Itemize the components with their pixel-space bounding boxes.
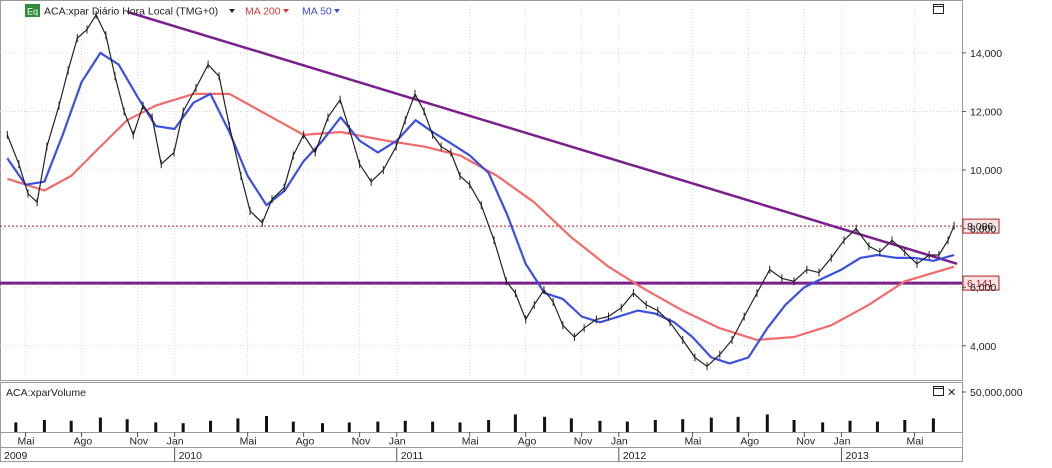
resistance-badge [962, 218, 1000, 234]
volume-bar [569, 418, 573, 432]
volume-bar [209, 420, 213, 432]
x-tick-label: Mai [462, 436, 479, 448]
x-tick-label: Jan [389, 436, 406, 448]
volume-bar [875, 421, 879, 432]
x-tick-label: Nov [352, 436, 371, 448]
x-tick-label: Ago [74, 436, 93, 448]
volume-bar [403, 420, 407, 432]
volume-bar [792, 420, 796, 432]
ma200-dropdown-icon[interactable] [283, 9, 289, 13]
volume-bar [709, 417, 713, 432]
volume-bar [154, 422, 158, 432]
volume-bar [265, 416, 269, 432]
x-tick-label: Ago [740, 436, 759, 448]
x-tick-label: Ago [296, 436, 315, 448]
instrument-dropdown-icon[interactable] [229, 9, 235, 13]
ma50-legend[interactable]: MA 50 [302, 6, 332, 18]
volume-bar [14, 422, 18, 432]
volume-bar [543, 416, 547, 432]
volume-bar [653, 420, 657, 432]
chart-legend: Eq ACA:xpar Diário Hora Local (TMG+0) MA… [25, 4, 340, 18]
volume-bar [291, 421, 295, 432]
series [6, 10, 955, 371]
ma50-series-line [6, 51, 955, 365]
volume-bar [681, 419, 685, 432]
volume-bar [598, 420, 602, 432]
volume-bar [931, 418, 935, 432]
x-tick-label: Mai [684, 436, 701, 448]
volume-bar [42, 420, 46, 432]
y-tick-label: 12,000 [970, 106, 1002, 118]
volume-bar [376, 421, 380, 432]
volume-bar [765, 414, 769, 432]
volume-bar [458, 422, 462, 432]
x-tick-label: Mai [18, 436, 35, 448]
year-label: 2012 [623, 450, 647, 462]
y-tick-label: 14,000 [970, 48, 1002, 60]
volume-bars [14, 414, 935, 432]
volume-bar [487, 420, 491, 432]
y-tick-label: 8,000 [970, 224, 996, 236]
support-label: 6,141 [967, 278, 993, 290]
y-tick-label: 10,000 [970, 165, 1002, 177]
x-tick-label: Nov [574, 436, 593, 448]
year-label: 2010 [179, 450, 203, 462]
volume-bar [320, 423, 324, 432]
x-tick-label: Jan [167, 436, 184, 448]
reference-lines: 8,086 6,141 [0, 10, 1000, 291]
price-panel [0, 0, 963, 381]
year-label: 2009 [4, 450, 28, 462]
eq-badge[interactable] [25, 4, 40, 17]
maximize-volume-panel-icon[interactable] [933, 386, 944, 396]
year-label: 2013 [846, 450, 870, 462]
x-tick-label: Mai [240, 436, 257, 448]
x-tick-label: Nov [796, 436, 815, 448]
volume-bar [125, 419, 129, 432]
volume-bar [821, 422, 825, 432]
volume-bar [848, 420, 852, 432]
price-series-line [6, 14, 955, 367]
volume-bar [98, 417, 102, 432]
ma50-dropdown-icon[interactable] [334, 9, 340, 13]
year-label: 2011 [401, 450, 424, 462]
volume-bar [903, 420, 907, 432]
volume-bar [69, 420, 73, 432]
y-axis: 14,000 12,000 10,000 8,000 6,000 4,000 50,000,… [962, 48, 1023, 399]
x-axis: Mai Ago Nov Jan Mai Ago Nov Jan Mai Ago Nov Jan Mai A… [0, 432, 963, 462]
volume-y-tick-label: 50,000,000 [970, 387, 1023, 399]
volume-panel [0, 382, 963, 433]
instrument-label[interactable]: ACA:xpar Diário Hora Local (TMG+0) [44, 6, 218, 18]
x-tick-label: Nov [130, 436, 149, 448]
x-tick-label: Jan [834, 436, 851, 448]
trendline [126, 10, 958, 265]
volume-bar [347, 422, 351, 432]
volume-bar [181, 423, 185, 432]
volume-panel-title: ACA:xparVolume [6, 387, 86, 399]
volume-bar [736, 416, 740, 432]
x-tick-label: Jan [611, 436, 628, 448]
resistance-label: 8,086 [967, 221, 993, 233]
x-tick-label: Mai [907, 436, 924, 448]
ma200-series-line [6, 92, 955, 341]
volume-bar [513, 414, 517, 432]
volume-bar [625, 421, 629, 432]
y-tick-label: 4,000 [970, 341, 996, 353]
maximize-price-panel-icon[interactable] [933, 4, 944, 14]
close-volume-panel-icon[interactable]: ✕ [947, 387, 956, 399]
volume-bar [431, 421, 435, 432]
eq-badge-label: Eq [27, 7, 38, 17]
support-badge [962, 275, 1000, 291]
y-tick-label: 6,000 [970, 282, 996, 294]
volume-bar [236, 418, 240, 432]
ma200-legend[interactable]: MA 200 [245, 6, 281, 18]
x-tick-label: Ago [518, 436, 537, 448]
